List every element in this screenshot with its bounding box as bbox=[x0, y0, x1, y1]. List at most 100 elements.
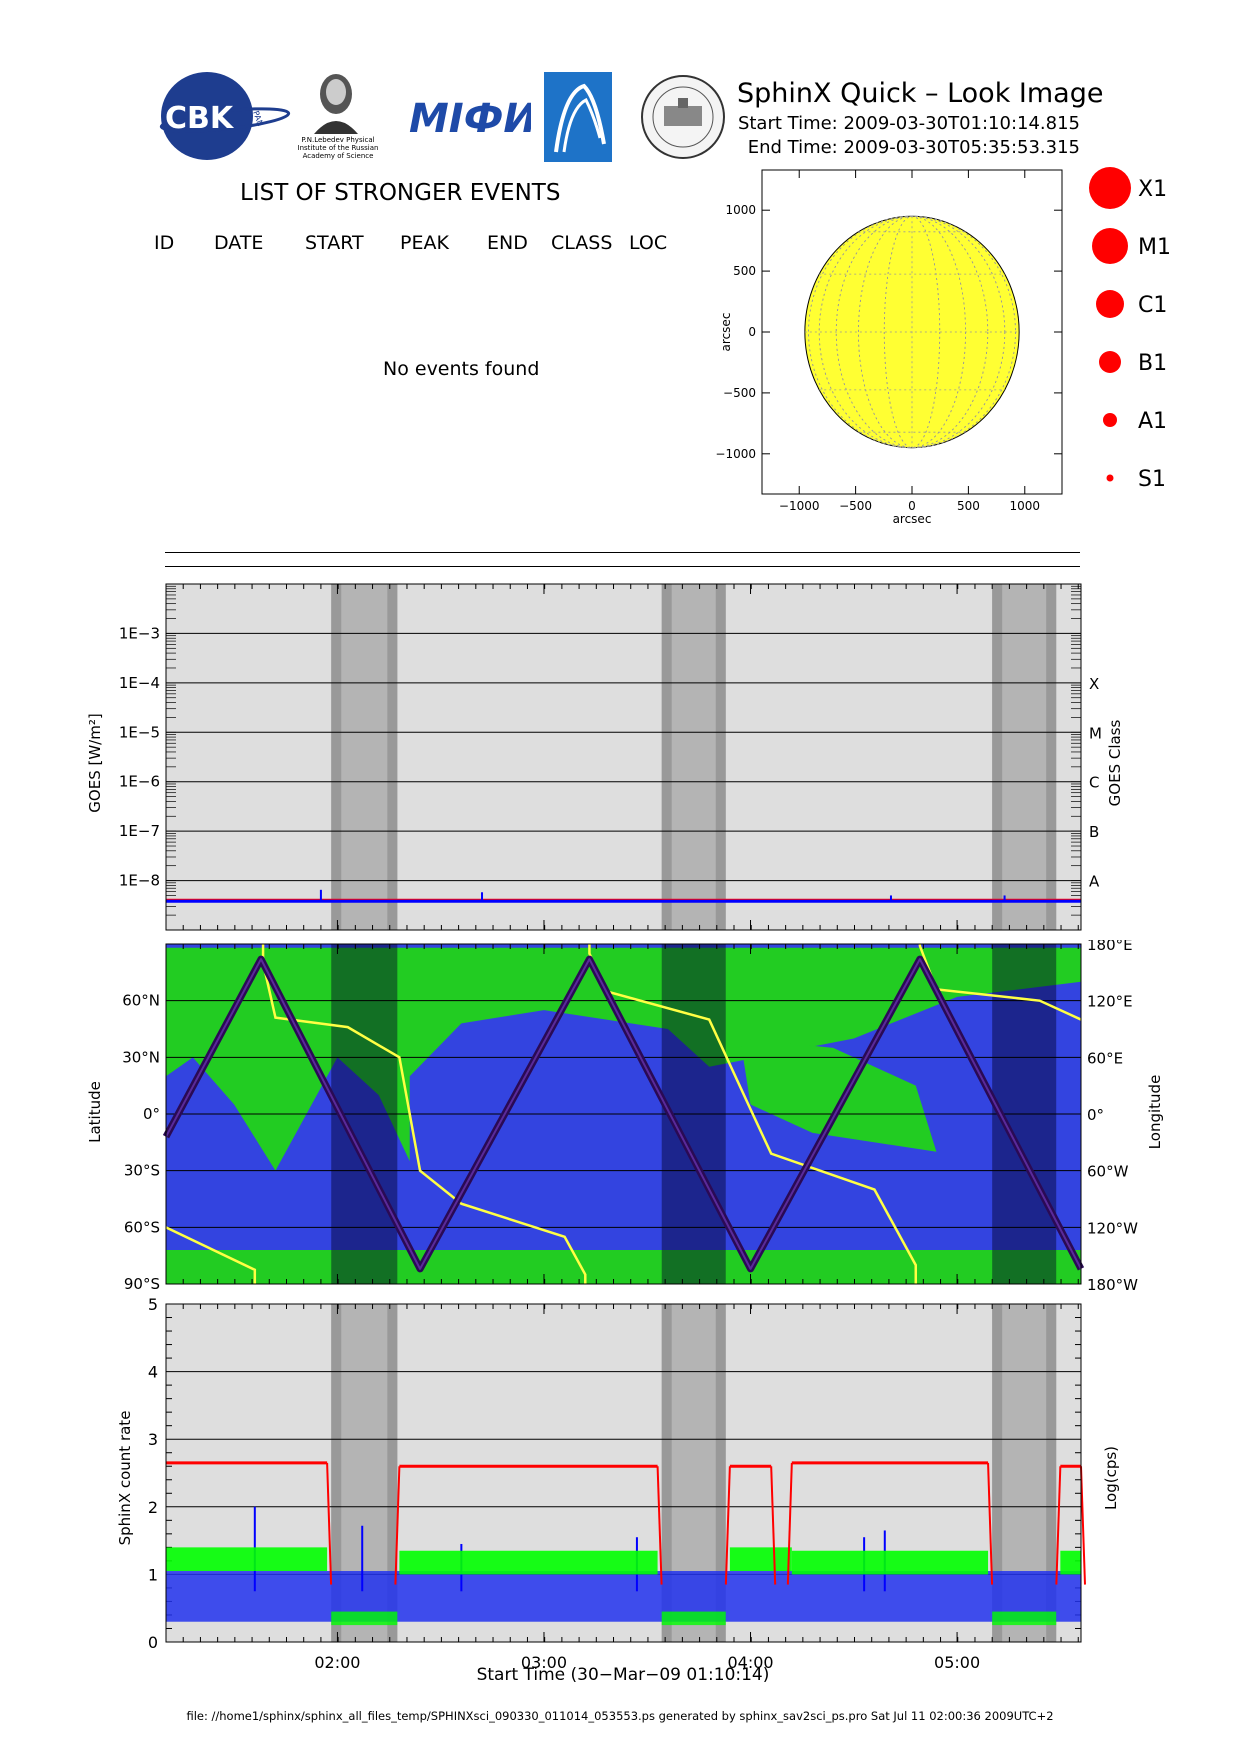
goes-class-label: M bbox=[1089, 724, 1102, 742]
goes-class-label: B bbox=[1089, 823, 1099, 841]
count-xtick-label: 04:00 bbox=[727, 1653, 773, 1672]
count-xtick-label: 03:00 bbox=[521, 1653, 567, 1672]
file-footer: file: //home1/sphinx/sphinx_all_files_te… bbox=[186, 1709, 1054, 1723]
eclipse-band-edge bbox=[661, 1304, 672, 1642]
count-green-segment bbox=[1060, 1550, 1081, 1575]
eclipse-band-edge bbox=[331, 1304, 342, 1642]
sun-xtick-label: 0 bbox=[908, 499, 916, 513]
page-title: SphinX Quick – Look Image bbox=[737, 78, 1104, 109]
ifw-logo bbox=[544, 72, 612, 162]
lat-tick-label: 30°S bbox=[124, 1162, 160, 1180]
goes-ylabel-right: GOES Class bbox=[1106, 719, 1124, 806]
goes-flux-panel: 1E−8 1E−7 1E−6 1E−5 1E−4 1E−3 A B C M X GOES [W/m²… bbox=[86, 583, 1124, 931]
land-asia bbox=[740, 1038, 937, 1152]
end-time: End Time: 2009-03-30T05:35:53.315 bbox=[747, 137, 1080, 158]
count-red-drop bbox=[326, 1462, 333, 1585]
lat-tick-label: 60°S bbox=[124, 1218, 160, 1236]
count-green-segment bbox=[729, 1547, 792, 1572]
goes-frame bbox=[165, 583, 1082, 931]
orbit-frame bbox=[165, 943, 1082, 1285]
eclipse-band-edge bbox=[992, 1304, 1003, 1642]
count-green-night bbox=[661, 1611, 726, 1626]
lebedev-caption-1: P.N.Lebedev Physical bbox=[301, 136, 374, 144]
start-time: Start Time: 2009-03-30T01:10:14.815 bbox=[737, 113, 1080, 134]
legend-markers bbox=[1089, 167, 1131, 482]
sun-xtick-label: −500 bbox=[839, 499, 872, 513]
eclipse-band bbox=[992, 584, 1057, 930]
goes-ylabel: GOES [W/m²] bbox=[86, 713, 104, 812]
eclipse-band-edge bbox=[992, 584, 1003, 930]
count-ylabel: SphinX count rate bbox=[116, 1411, 134, 1546]
land-northern bbox=[166, 947, 1081, 1171]
count-blue-band bbox=[166, 1571, 1081, 1622]
count-green-segment bbox=[166, 1547, 328, 1572]
lon-tick-label: 120°E bbox=[1087, 993, 1133, 1011]
goes-ytick-label: 1E−5 bbox=[119, 723, 160, 741]
lon-tick-label: 180°E bbox=[1087, 940, 1133, 954]
orbit-track-panel: 90°S 60°S 30°S 0° 30°N 60°N 180°W 120°W 60°W 0° 60… bbox=[86, 940, 1164, 1294]
count-green-night bbox=[992, 1611, 1057, 1626]
mifi-logo: MIФИ bbox=[409, 96, 531, 142]
sun-xtick-label: 500 bbox=[957, 499, 980, 513]
solar-disk-plot: −1000 −500 0 500 1000 −1000 −500 0 500 1000 arcse… bbox=[715, 169, 1063, 526]
orbit-ylabel: Latitude bbox=[86, 1081, 104, 1143]
eclipse-band-edge bbox=[331, 584, 342, 930]
eclipse-band-edge bbox=[715, 1304, 726, 1642]
count-red-rise bbox=[786, 1462, 793, 1585]
mifi-logo-text: MIФИ bbox=[409, 96, 531, 142]
lebedev-caption-2: Institute of the Russian bbox=[298, 144, 379, 152]
sun-meridian-line bbox=[818, 215, 1006, 449]
eclipse-band-edge bbox=[387, 1304, 398, 1642]
count-green-segment bbox=[791, 1550, 989, 1575]
count-ytick-label: 1 bbox=[148, 1565, 158, 1584]
events-col-class: CLASS bbox=[551, 232, 613, 254]
lat-tick-label: 0° bbox=[143, 1105, 160, 1123]
events-col-id: ID bbox=[154, 232, 175, 254]
count-red-drop bbox=[770, 1466, 777, 1585]
legend-label-b1: B1 bbox=[1138, 351, 1168, 376]
legend-label-c1: C1 bbox=[1138, 293, 1168, 318]
sun-ylabel: arcsec bbox=[719, 313, 733, 352]
count-green-segment bbox=[399, 1550, 658, 1575]
lon-tick-label: 60°W bbox=[1087, 1163, 1129, 1181]
cbk-pan-logo: CBK PAN bbox=[159, 72, 291, 160]
land-antarctica bbox=[166, 1250, 1081, 1284]
eclipse-band bbox=[331, 584, 398, 930]
goes-class-label: C bbox=[1089, 774, 1099, 792]
count-red-drop bbox=[656, 1466, 663, 1585]
legend-dot-m1 bbox=[1092, 228, 1128, 264]
count-green-night bbox=[331, 1611, 398, 1626]
lon-tick-label: 60°E bbox=[1087, 1049, 1123, 1067]
lon-tick-label: 0° bbox=[1087, 1106, 1104, 1124]
count-ytick-label: 0 bbox=[148, 1633, 158, 1652]
count-ytick-label: 2 bbox=[148, 1498, 158, 1517]
goes-ytick-label: 1E−8 bbox=[119, 872, 160, 890]
sun-xtick-label: −1000 bbox=[779, 499, 820, 513]
lat-tick-label: 30°N bbox=[122, 1048, 160, 1066]
events-col-end: END bbox=[487, 232, 528, 254]
sun-ytick-label: −500 bbox=[723, 386, 756, 400]
sun-xlabel: arcsec bbox=[893, 512, 932, 526]
longitude-track bbox=[165, 944, 1082, 1284]
lon-tick-label: 120°W bbox=[1087, 1219, 1138, 1237]
events-title: LIST OF STRONGER EVENTS bbox=[240, 180, 561, 206]
goes-ytick-label: 1E−7 bbox=[119, 822, 160, 840]
lat-tick-label: 60°N bbox=[122, 992, 160, 1010]
count-ytick-label: 5 bbox=[148, 1298, 158, 1314]
sun-xtick-label: 1000 bbox=[1010, 499, 1041, 513]
count-red-rise bbox=[724, 1466, 731, 1585]
count-xtick-label: 05:00 bbox=[934, 1653, 980, 1672]
legend-dot-x1 bbox=[1089, 167, 1131, 209]
sun-ytick-label: 1000 bbox=[725, 203, 756, 217]
legend-label-m1: M1 bbox=[1138, 235, 1171, 260]
eclipse-band-edge bbox=[1046, 584, 1057, 930]
sun-grid bbox=[804, 215, 1020, 449]
lebedev-institute-logo: P.N.Lebedev Physical Institute of the Ru… bbox=[298, 74, 379, 160]
count-ytick-label: 4 bbox=[148, 1363, 158, 1382]
panel-background bbox=[166, 584, 1081, 930]
count-frame bbox=[165, 1303, 1082, 1643]
goes-ytick-label: 1E−6 bbox=[119, 773, 160, 791]
legend-label-s1: S1 bbox=[1138, 467, 1166, 492]
events-col-start: START bbox=[305, 232, 364, 254]
sphinx-count-panel: 0 1 2 3 4 5 02:00 03:00 04:00 05:00 SphinX count … bbox=[116, 1298, 1120, 1685]
